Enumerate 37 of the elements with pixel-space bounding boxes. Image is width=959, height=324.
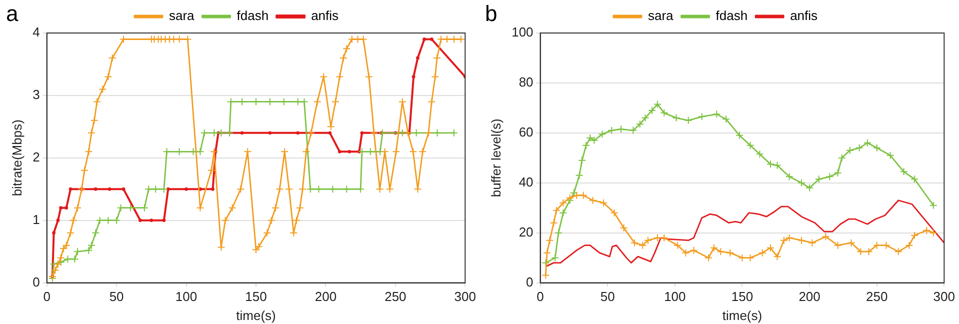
x-tick-label: 250 (384, 289, 406, 304)
y-tick-label: 80 (518, 74, 534, 90)
y-tick-label: 4 (32, 24, 40, 40)
y-tick-label: 20 (518, 224, 534, 240)
y-tick-label: 0 (526, 274, 534, 290)
legend-label: sara (648, 8, 674, 24)
y-tick-label: 60 (518, 124, 534, 140)
x-tick-label: 200 (314, 289, 337, 304)
x-tick-label: 100 (175, 289, 198, 304)
y-tick-label: 3 (32, 87, 40, 102)
x-tick-label: 0 (536, 289, 544, 304)
x-axis-title: time(s) (236, 308, 276, 323)
x-tick-label: 50 (109, 289, 124, 304)
x-tick-label: 300 (933, 289, 956, 304)
y-tick-label: 1 (32, 212, 40, 227)
text: a (6, 1, 19, 26)
legend-label: fdash (716, 8, 748, 24)
x-tick-label: 150 (245, 289, 267, 304)
x-tick-label: 250 (866, 289, 888, 304)
y-axis-title: buffer level(s) (488, 118, 504, 198)
y-axis-title: bitrate(Mbps) (9, 120, 24, 196)
text: b (485, 1, 498, 26)
legend-label: anfis (311, 8, 340, 24)
x-tick-label: 100 (664, 289, 686, 304)
x-tick-label: 200 (798, 289, 820, 304)
x-tick-label: 300 (454, 289, 476, 304)
legend-label: anfis (790, 8, 818, 24)
legend-label: fdash (236, 8, 269, 24)
y-tick-label: 2 (32, 149, 40, 164)
x-axis-title: time(s) (722, 308, 762, 323)
legend-label: sara (168, 8, 196, 24)
x-tick-label: 50 (600, 289, 615, 304)
y-tick-label: 100 (512, 24, 534, 40)
x-tick-label: 150 (731, 289, 754, 304)
y-tick-label: 40 (518, 174, 534, 190)
x-tick-label: 0 (43, 289, 50, 304)
y-tick-label: 0 (32, 274, 40, 290)
